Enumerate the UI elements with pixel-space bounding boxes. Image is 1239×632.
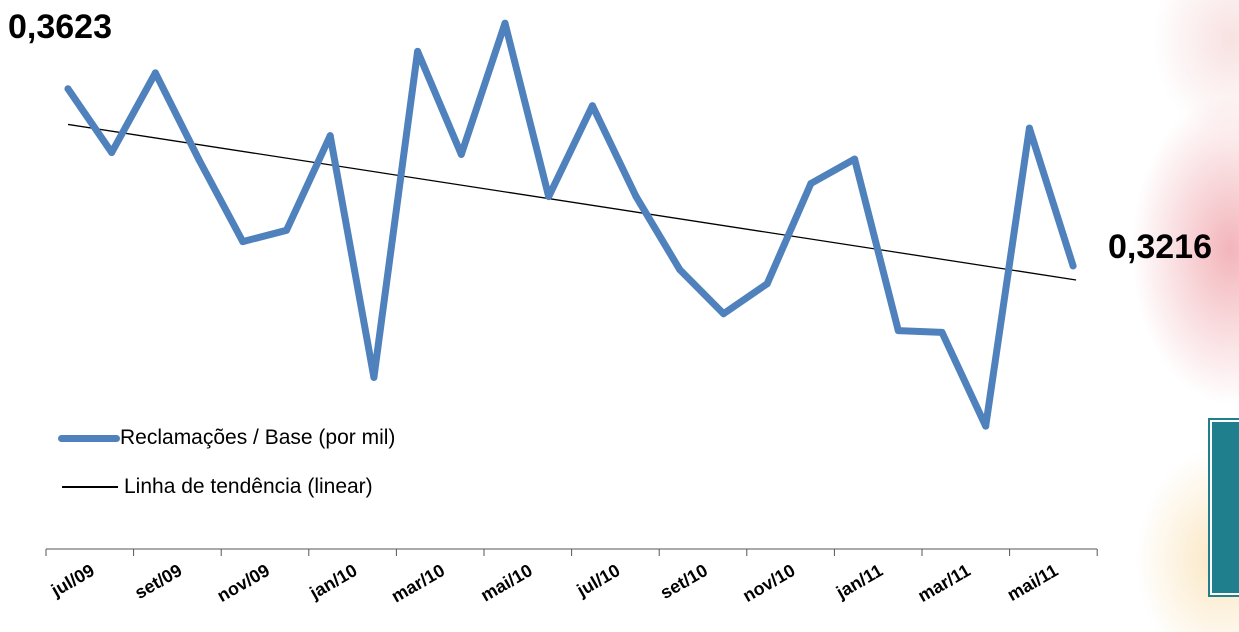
data-point	[196, 157, 203, 164]
x-tick-label: mar/11	[914, 560, 973, 606]
x-tick-label: mar/10	[388, 560, 448, 606]
data-point	[807, 180, 814, 187]
data-point	[676, 266, 683, 273]
data-point	[108, 149, 115, 156]
data-point	[545, 193, 552, 200]
data-point	[65, 85, 72, 92]
legend-item-trendline: Linha de tendência (linear)	[62, 475, 373, 499]
x-tick-label: nov/09	[214, 560, 273, 606]
data-point	[370, 374, 377, 381]
x-tick-label: jul/10	[573, 560, 624, 601]
x-tick-label: nov/10	[739, 560, 798, 606]
x-tick-label: mai/10	[477, 560, 536, 605]
data-point	[589, 102, 596, 109]
x-tick-label: jul/09	[47, 560, 98, 601]
data-point	[239, 238, 246, 245]
legend-swatch-series	[58, 435, 120, 442]
data-point	[327, 132, 334, 139]
series-line	[68, 23, 1073, 426]
x-tick-labels: jul/09 set/09 nov/09 jan/10 mar/10 mai/10 jul/…	[47, 560, 1061, 606]
x-tick-label: jan/10	[306, 560, 361, 603]
data-point	[764, 280, 771, 287]
data-point	[633, 193, 640, 200]
legend-swatch-trendline	[62, 486, 118, 488]
data-point	[720, 310, 727, 317]
data-point	[458, 151, 465, 158]
data-point	[851, 156, 858, 163]
legend-label-series: Reclamações / Base (por mil)	[120, 426, 395, 450]
legend-label-trendline: Linha de tendência (linear)	[124, 475, 373, 499]
data-point	[414, 48, 421, 55]
data-point	[1026, 125, 1033, 132]
data-point	[502, 20, 509, 27]
data-point	[152, 69, 159, 76]
x-tick-label: set/10	[657, 560, 711, 603]
data-point	[283, 227, 290, 234]
series-group	[65, 20, 1077, 430]
data-point	[1070, 262, 1077, 269]
first-value-annotation: 0,3623	[8, 8, 112, 47]
data-point	[939, 329, 946, 336]
legend-item-series: Reclamações / Base (por mil)	[58, 426, 395, 450]
x-tick-label: mai/11	[1004, 560, 1062, 605]
x-tick-label: set/09	[131, 560, 185, 603]
x-tick-label: jan/11	[832, 560, 886, 603]
data-point	[982, 423, 989, 430]
last-value-annotation: 0,3216	[1108, 228, 1212, 267]
x-axis	[46, 549, 1097, 556]
data-point	[895, 327, 902, 334]
